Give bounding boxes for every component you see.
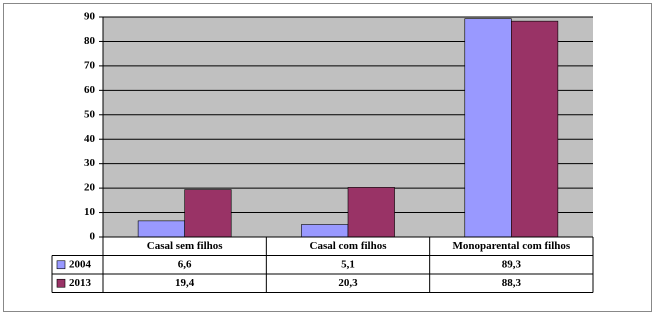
table-value: 6,6: [178, 258, 192, 270]
x-tick-label: Casal sem filhos: [147, 240, 224, 252]
x-tick-label: Monoparental com filhos: [452, 240, 570, 252]
bar: [347, 187, 395, 238]
bar: [301, 224, 349, 238]
table-value: 19,4: [175, 277, 195, 289]
table-value: 5,1: [341, 258, 355, 270]
legend-swatch: [56, 278, 66, 288]
legend-label: 2004: [69, 258, 92, 270]
table-value: 89,3: [502, 258, 522, 270]
legend-swatch: [56, 260, 66, 270]
table-value: 88,3: [502, 277, 522, 289]
y-tick-label: 10: [84, 206, 96, 218]
y-tick-label: 70: [84, 59, 96, 71]
table-value: 20,3: [338, 277, 358, 289]
y-tick-label: 40: [84, 133, 96, 145]
y-tick-label: 80: [84, 35, 96, 47]
x-tick-label: Casal com filhos: [310, 240, 388, 252]
bar: [464, 18, 512, 238]
y-tick-label: 60: [84, 84, 96, 96]
y-tick-label: 90: [84, 11, 96, 23]
y-tick-label: 50: [84, 108, 96, 120]
bar: [511, 20, 559, 238]
bar: [137, 220, 185, 238]
bar: [184, 189, 232, 238]
legend-label: 2013: [69, 277, 92, 289]
y-tick-label: 30: [84, 157, 96, 169]
y-tick-label: 0: [90, 231, 96, 243]
y-tick-label: 20: [84, 182, 96, 194]
